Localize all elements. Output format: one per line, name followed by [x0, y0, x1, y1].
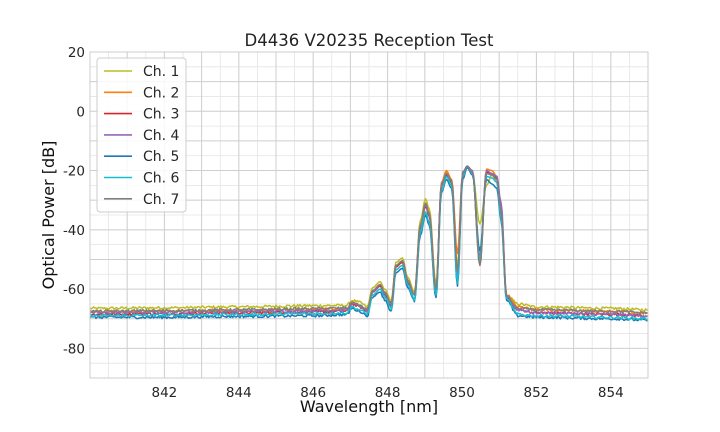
legend: Ch. 1 Ch. 2 Ch. 3 Ch. 4 Ch. 5 Ch. 6 Ch. 7	[96, 57, 187, 213]
legend-label-ch1: Ch. 1	[143, 64, 179, 80]
x-tick-label: 844	[226, 385, 252, 401]
plot-frame	[89, 51, 649, 379]
chart-title: D4436 V20235 Reception Test	[245, 31, 494, 50]
x-tick-label: 852	[524, 385, 550, 401]
x-tick-label: 846	[300, 385, 326, 401]
y-tick-label: -20	[63, 164, 85, 180]
legend-label-ch5: Ch. 5	[143, 149, 179, 165]
y-tick-labels: -80 -60 -40 -20 0 20	[63, 45, 85, 357]
x-tick-label: 854	[598, 385, 624, 401]
x-axis-label: Wavelength [nm]	[300, 397, 438, 416]
y-tick-label: -80	[63, 341, 85, 357]
y-axis-label: Optical Power [dB]	[39, 141, 58, 290]
y-tick-label: 20	[68, 45, 85, 61]
x-tick-label: 848	[375, 385, 401, 401]
y-tick-label: -40	[63, 223, 85, 239]
legend-label-ch6: Ch. 6	[143, 171, 180, 187]
series-layer	[89, 165, 649, 322]
legend-label-ch3: Ch. 3	[143, 107, 179, 123]
legend-label-ch4: Ch. 4	[143, 128, 180, 144]
x-tick-labels: 842 844 846 848 850 852 854	[152, 385, 624, 401]
y-tick-label: 0	[76, 104, 85, 120]
series-line-ch6	[89, 165, 649, 321]
x-tick-label: 842	[152, 385, 178, 401]
legend-label-ch7: Ch. 7	[143, 192, 179, 208]
x-tick-label: 850	[449, 385, 475, 401]
legend-box	[96, 57, 187, 213]
legend-label-ch2: Ch. 2	[143, 85, 179, 101]
series-line-ch7	[89, 165, 649, 315]
y-tick-label: -60	[63, 282, 85, 298]
